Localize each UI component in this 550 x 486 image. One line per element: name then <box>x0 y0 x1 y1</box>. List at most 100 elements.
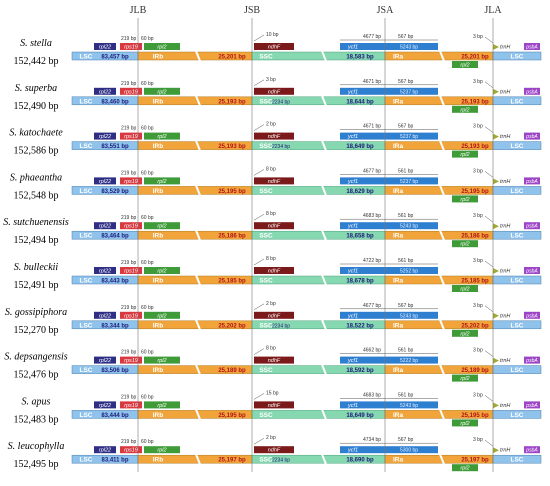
ssc-length: 18,678 bp <box>346 279 374 285</box>
ndhf-bp: 10 bp <box>266 32 279 38</box>
ira-length: 25,186 bp <box>461 234 489 240</box>
ndhf-pointer <box>253 124 265 131</box>
irb-length: 25,197 bp <box>218 458 246 464</box>
break-mark <box>439 319 445 331</box>
ycf1-gene <box>340 267 438 274</box>
ndhf-label: ndhF <box>268 358 281 364</box>
ira-label: IRa <box>393 322 404 329</box>
rpl22-label: rpl22 <box>99 134 111 140</box>
rpl2-label-ira: rpl2 <box>460 287 469 293</box>
psba-label: psbA <box>525 313 538 319</box>
trnh-pointer <box>484 350 494 357</box>
ira-label: IRa <box>393 367 404 374</box>
rpl2-gene <box>144 401 180 409</box>
ndhf-label: ndhF <box>268 448 281 454</box>
break-mark <box>195 409 201 420</box>
trnh-gene <box>493 178 499 185</box>
rpl2-label: rpl2 <box>157 179 166 185</box>
psba-label: psbA <box>525 45 538 51</box>
rpl2-gene-ira <box>452 329 478 337</box>
ndhf-gene <box>254 132 294 140</box>
psba-label: psbA <box>525 179 538 185</box>
ycf1-span-bp: 4677 bp <box>363 303 381 309</box>
rps19-gene <box>120 87 142 95</box>
ndhf-pointer <box>253 393 265 400</box>
rps19-left-bp: 219 bp <box>121 215 137 221</box>
ndhf-pointer <box>253 303 265 311</box>
rpl2-label: rpl2 <box>157 403 166 409</box>
ycf1-gene <box>340 356 438 364</box>
rps19-label: rps19 <box>124 45 138 51</box>
rps19-right-bp: 60 bp <box>141 305 154 311</box>
ycf1-gene <box>340 132 438 140</box>
break-mark <box>321 364 327 375</box>
rps19-left-bp: 219 bp <box>121 439 137 445</box>
break-mark <box>195 453 201 465</box>
psba-gene <box>524 222 540 230</box>
rpl2-label: rpl2 <box>157 358 166 364</box>
rps19-gene <box>120 132 142 140</box>
rpl2-label-ira: rpl2 <box>460 152 469 158</box>
lsc-label: LSC <box>80 188 93 195</box>
rps19-left-bp: 219 bp <box>121 81 137 87</box>
ira-length: 25,193 bp <box>461 144 489 150</box>
ndhf-bp: 2 bp <box>266 435 276 441</box>
rpl22-label: rpl22 <box>99 269 111 275</box>
lsc-label: LSC <box>80 233 93 240</box>
psba-label: psbA <box>525 224 538 230</box>
ycf1-inner-bp: 5237 bp <box>400 89 418 95</box>
trnh-pointer <box>484 126 494 133</box>
break-mark <box>321 409 327 420</box>
lsc-label: LSC <box>80 367 93 374</box>
rpl2-gene <box>144 311 180 319</box>
trnh-gene <box>493 402 499 409</box>
trnh-bp: 3 bp <box>473 392 483 398</box>
ycf1-right-bp: 567 bp <box>398 437 414 443</box>
trnh-pointer <box>484 395 494 402</box>
rps19-label: rps19 <box>124 89 138 95</box>
ndhf-label: ndhF <box>268 179 281 185</box>
ycf1-right-bp: 561 bp <box>398 348 414 354</box>
rpl2-gene-ira <box>452 240 478 248</box>
trnh-pointer <box>484 36 494 44</box>
ssc-length: 18,592 bp <box>346 368 374 374</box>
rpl2-label: rpl2 <box>157 224 166 230</box>
lsc-label-right: LSC <box>511 188 524 195</box>
irb-length: 25,186 bp <box>218 234 246 240</box>
rpl22-gene <box>94 43 116 50</box>
lsc-length: 83,506 bp <box>101 368 129 374</box>
rpl2-gene <box>144 87 180 95</box>
ssc-length: 18,658 bp <box>346 234 374 240</box>
lsc-length: 83,457 bp <box>101 55 129 61</box>
species-name: S. depsangensis <box>4 352 67 363</box>
ycf1-span-bp: 4671 bp <box>363 79 381 85</box>
ndhf-inner-bp: 2234 bp <box>272 458 290 464</box>
ssc-label: SSC <box>259 412 273 419</box>
rpl2-label: rpl2 <box>157 313 166 319</box>
ycf1-gene <box>340 311 438 319</box>
ira-length: 25,195 bp <box>461 189 489 195</box>
ndhf-gene <box>254 177 294 185</box>
ndhf-gene <box>254 43 294 50</box>
rps19-left-bp: 219 bp <box>121 305 137 311</box>
ira-length: 25,201 bp <box>461 55 489 61</box>
ycf1-gene <box>340 177 438 185</box>
lsc-label-right: LSC <box>511 322 524 329</box>
irb-label: IRb <box>153 98 164 105</box>
rps19-left-bp: 219 bp <box>121 350 137 356</box>
irb-label: IRb <box>153 367 164 374</box>
rpl22-label: rpl22 <box>99 45 111 51</box>
ira-length: 25,185 bp <box>461 279 489 285</box>
junction-label-jla: JLA <box>484 5 502 16</box>
ssc-label: SSC <box>259 367 273 374</box>
lsc-label-right: LSC <box>511 278 524 285</box>
trnh-gene <box>493 223 499 230</box>
break-mark <box>439 95 445 107</box>
genome-length: 152,476 bp <box>14 370 59 381</box>
ycf1-gene <box>340 43 438 50</box>
ssc-length: 18,649 bp <box>346 144 374 150</box>
ycf1-label: ycf1 <box>347 179 358 185</box>
lsc-length: 83,344 bp <box>101 323 129 329</box>
